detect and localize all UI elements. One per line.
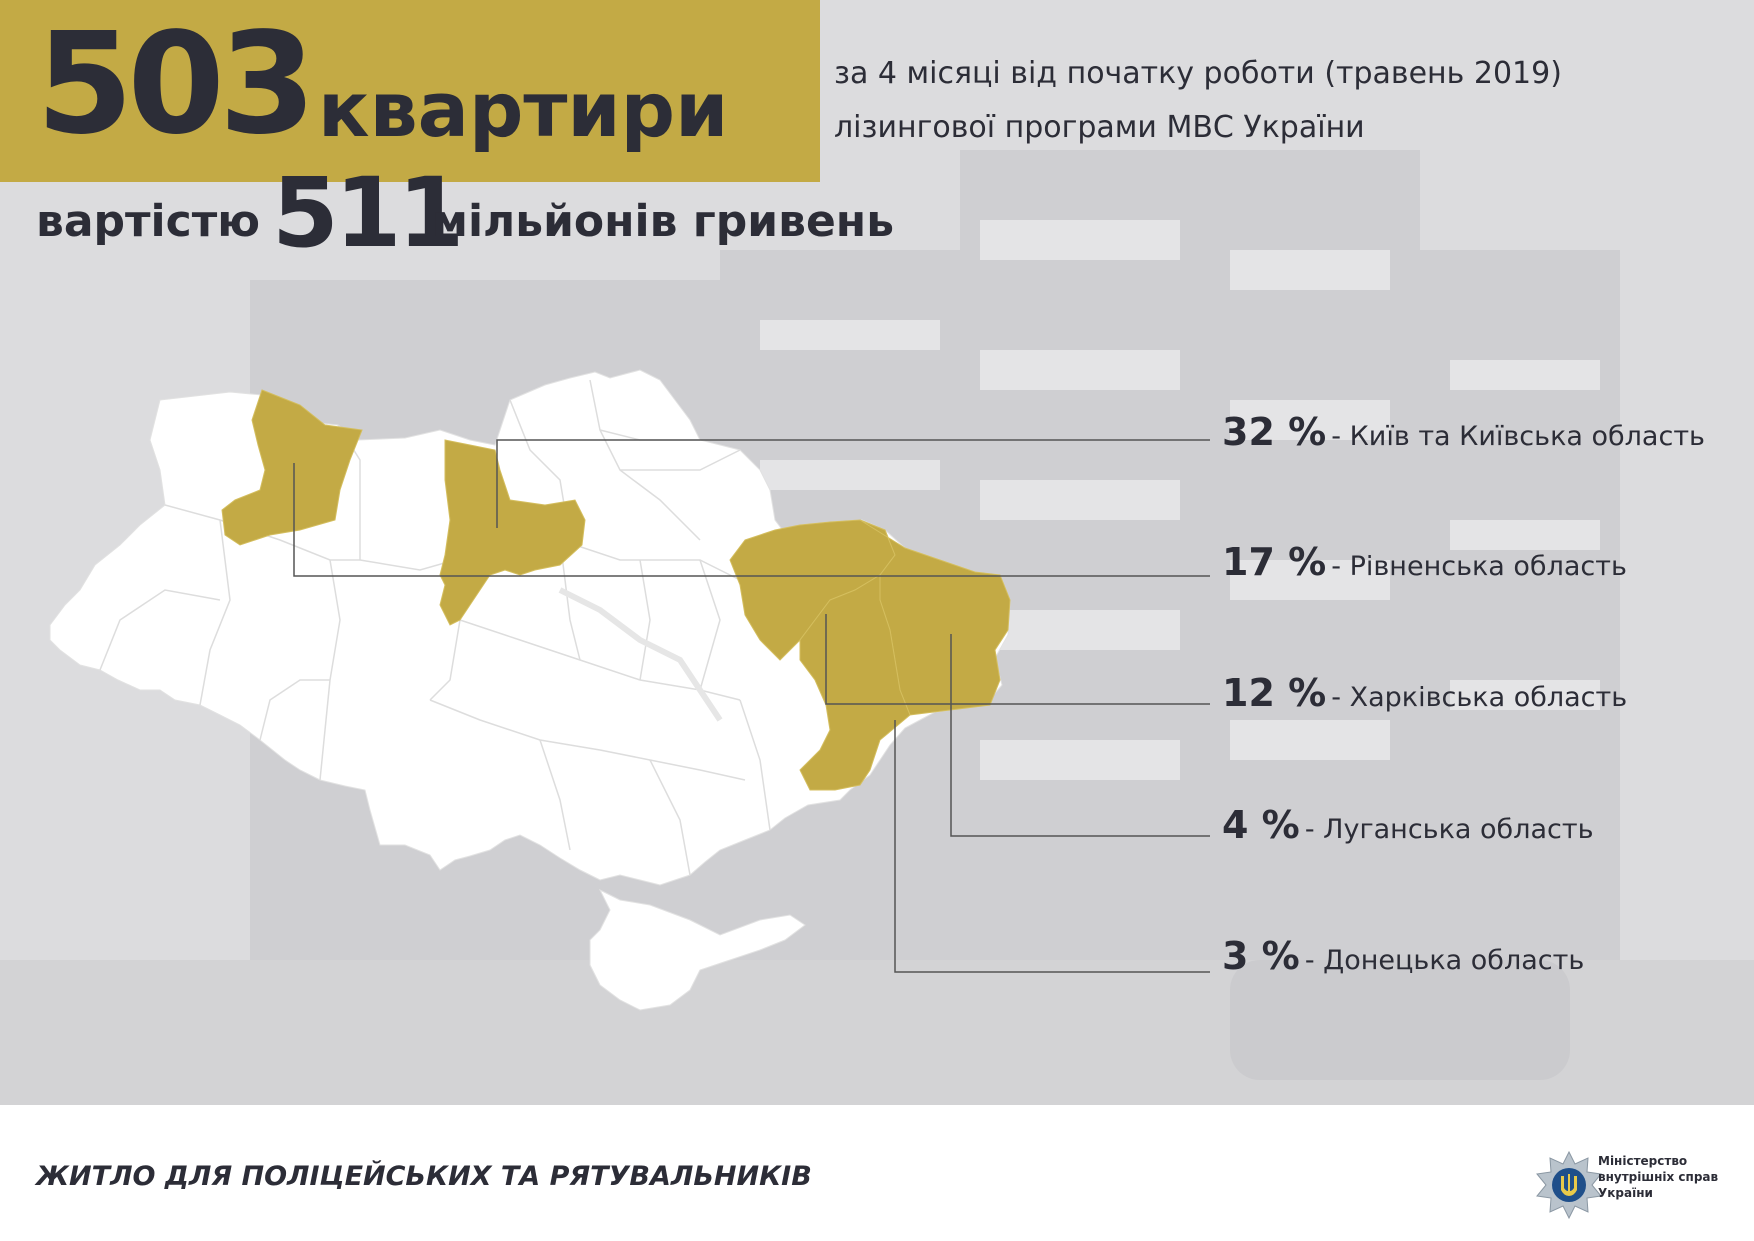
legend-name: - Донецька область (1304, 945, 1585, 976)
kyiv-oblast (439, 439, 586, 626)
legend-name: - Київ та Київська область (1331, 421, 1705, 452)
legend-pct: 4 % (1222, 803, 1300, 847)
subtitle-line-2: лізингової програми МВС України (834, 110, 1365, 145)
legend-item-rivne: 17 % - Рівненська область (1222, 540, 1627, 584)
trident-emblem-icon (1536, 1150, 1602, 1220)
logo-line-2: внутрішніх справ (1598, 1170, 1719, 1184)
cost-prefix: вартістю (36, 196, 260, 247)
leader-luhansk (950, 634, 1210, 837)
cost-number: 511 (272, 157, 464, 269)
headline-banner (0, 0, 820, 182)
apartments-word: квартири (318, 65, 729, 154)
crimea-outline (589, 888, 806, 1011)
leader-donetsk (894, 720, 1210, 973)
leader-kyiv (496, 439, 1210, 528)
subtitle-line-1: за 4 місяці від початку роботи (травень … (834, 56, 1562, 91)
legend-item-kharkiv: 12 % - Харківська область (1222, 671, 1627, 715)
legend-name: - Харківська область (1331, 682, 1628, 713)
cost-suffix: мільйонів гривень (432, 196, 895, 247)
legend-item-luhansk: 4 % - Луганська область (1222, 803, 1594, 847)
legend-pct: 17 % (1222, 540, 1327, 584)
ministry-logo-text: Міністерство внутрішніх справ України (1598, 1153, 1718, 1201)
legend-name: - Рівненська область (1331, 551, 1627, 582)
legend-item-kyiv: 32 % - Київ та Київська область (1222, 410, 1705, 454)
logo-line-3: України (1598, 1186, 1653, 1200)
leader-lines (293, 439, 1210, 973)
legend-pct: 3 % (1222, 934, 1300, 978)
river (558, 587, 723, 722)
leader-kharkiv (825, 614, 1210, 705)
apartments-count: 503 (36, 3, 316, 166)
legend-pct: 32 % (1222, 410, 1327, 454)
footer-title: ЖИТЛО ДЛЯ ПОЛІЦЕЙСЬКИХ ТА РЯТУВАЛЬНИКІВ (36, 1161, 812, 1192)
legend-item-donetsk: 3 % - Донецька область (1222, 934, 1584, 978)
footer: ЖИТЛО ДЛЯ ПОЛІЦЕЙСЬКИХ ТА РЯТУВАЛЬНИКІВ (0, 1105, 1754, 1241)
logo-line-1: Міністерство (1598, 1154, 1688, 1168)
rivne-oblast (221, 389, 363, 546)
leader-rivne (293, 463, 1210, 577)
highlighted-oblasts (221, 389, 1011, 791)
donetsk-oblast (799, 574, 911, 791)
legend-name: - Луганська область (1304, 814, 1594, 845)
ukraine-map (49, 369, 1210, 1011)
legend-pct: 12 % (1222, 671, 1327, 715)
